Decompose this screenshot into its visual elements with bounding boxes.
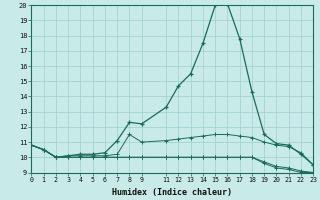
X-axis label: Humidex (Indice chaleur): Humidex (Indice chaleur)	[112, 188, 232, 197]
